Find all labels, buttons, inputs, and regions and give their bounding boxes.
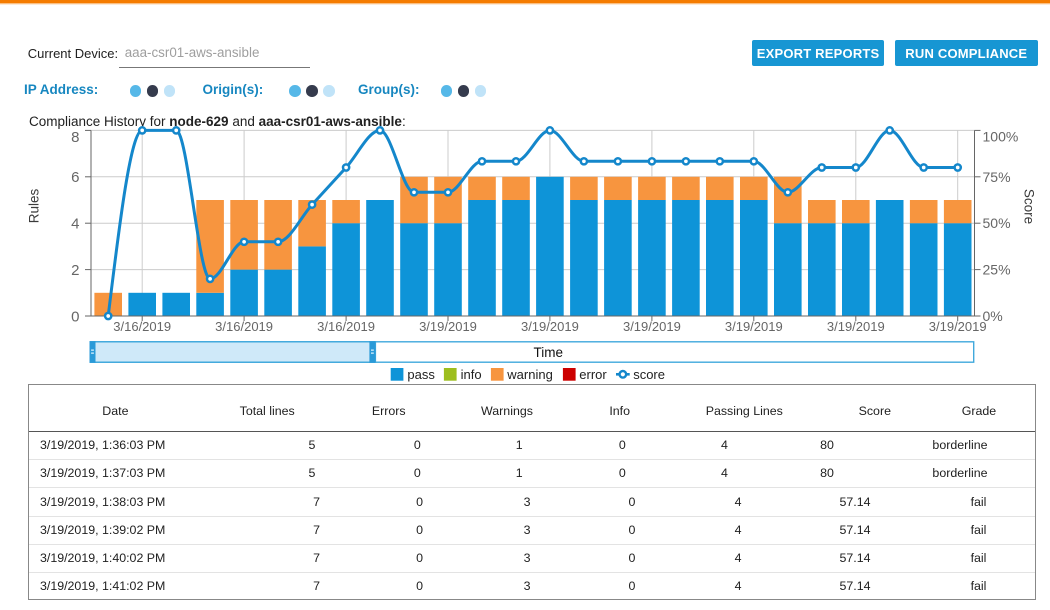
svg-text:4: 4 xyxy=(71,216,79,233)
svg-text:error: error xyxy=(579,367,607,382)
svg-text:3/19/2019: 3/19/2019 xyxy=(623,319,681,334)
svg-text:warning: warning xyxy=(506,367,553,382)
svg-text:3/19/2019: 3/19/2019 xyxy=(419,319,477,334)
svg-text:3/16/2019: 3/16/2019 xyxy=(317,319,375,334)
svg-text:3/19/2019: 3/19/2019 xyxy=(929,319,987,334)
svg-text:50%: 50% xyxy=(983,215,1011,231)
svg-text:3/19/2019: 3/19/2019 xyxy=(827,319,885,334)
svg-text:Time: Time xyxy=(534,345,564,360)
svg-text:0: 0 xyxy=(71,308,79,325)
svg-text:Score: Score xyxy=(1022,189,1037,224)
svg-text:100%: 100% xyxy=(983,129,1019,145)
svg-text:8: 8 xyxy=(71,129,79,146)
svg-text:2: 2 xyxy=(71,262,79,279)
svg-text:75%: 75% xyxy=(983,169,1011,185)
svg-text:3/19/2019: 3/19/2019 xyxy=(725,319,783,334)
svg-text:25%: 25% xyxy=(983,262,1011,278)
svg-text:3/16/2019: 3/16/2019 xyxy=(215,319,273,334)
svg-text:info: info xyxy=(461,367,482,382)
svg-text:6: 6 xyxy=(71,169,79,186)
svg-text:3/16/2019: 3/16/2019 xyxy=(113,319,171,334)
svg-text:3/19/2019: 3/19/2019 xyxy=(521,319,579,334)
svg-text:score: score xyxy=(633,367,665,382)
svg-text:Rules: Rules xyxy=(27,188,42,223)
svg-text:0%: 0% xyxy=(983,308,1003,324)
svg-text:pass: pass xyxy=(407,367,435,382)
